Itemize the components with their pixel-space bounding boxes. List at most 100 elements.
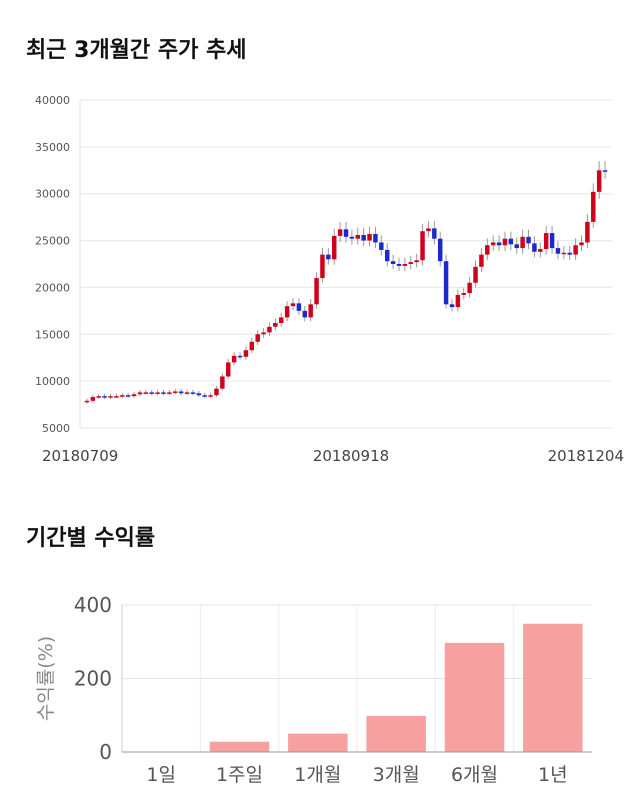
y-tick-label: 35000 [35, 141, 70, 154]
candle [396, 257, 402, 272]
candle-body [355, 234, 361, 239]
x-tick-label: 20181204 [548, 447, 624, 465]
candle-body [426, 228, 431, 232]
candle [579, 235, 584, 251]
candle-body [90, 397, 96, 401]
candle [361, 227, 366, 247]
candle [308, 299, 313, 322]
candle [284, 301, 290, 322]
candle-body [396, 264, 402, 266]
y-axis-label: 수익률(%) [35, 636, 57, 721]
candle-body [508, 238, 514, 245]
candle-body [243, 350, 249, 357]
candle-body [137, 392, 143, 395]
candle [585, 214, 590, 249]
candle-body [567, 252, 572, 255]
candle-body [149, 392, 154, 394]
candle [520, 229, 525, 254]
candle [573, 238, 578, 261]
candle [290, 298, 296, 311]
candle-body [467, 282, 472, 294]
candle-body [314, 278, 319, 305]
candle [173, 388, 178, 395]
candle [155, 389, 160, 396]
candle-body [125, 395, 131, 397]
candle-body [237, 355, 243, 358]
x-tick-label: 1년 [538, 764, 568, 786]
candle [202, 392, 207, 399]
candle [131, 391, 137, 399]
candle-body [538, 249, 543, 252]
period-return-title: 기간별 수익률 [26, 526, 156, 551]
candle [273, 318, 278, 331]
candle [143, 389, 149, 395]
candle [278, 312, 284, 327]
candle [538, 242, 543, 258]
bars [209, 623, 583, 752]
candle-body [96, 396, 101, 398]
return-bar [288, 733, 348, 752]
candle-body [108, 396, 113, 398]
candle-body [84, 400, 90, 403]
candle-body [143, 392, 149, 394]
candlestick-chart: 40000 35000 30000 25000 20000 15000 10000 5000 2… [35, 94, 624, 465]
candle-body [214, 388, 219, 396]
x-tick-label: 20180918 [313, 447, 389, 465]
candle-body [432, 228, 437, 239]
candle [196, 390, 202, 398]
candle-body [114, 396, 119, 398]
candle-body [167, 392, 172, 394]
candle [402, 257, 408, 272]
candle [137, 389, 143, 397]
candles [84, 161, 608, 404]
candle [267, 322, 272, 336]
candle-body [196, 393, 202, 396]
y-tick-label: 200 [74, 667, 112, 691]
candle [461, 287, 466, 300]
x-tick-label: 3개월 [373, 764, 420, 786]
candle-body [596, 170, 602, 192]
candle [355, 227, 361, 245]
y-tick-label: 20000 [35, 281, 70, 294]
return-bar [523, 623, 583, 752]
candle [437, 231, 443, 267]
candle-body [555, 248, 561, 254]
candle-body [520, 236, 525, 249]
candle [125, 392, 131, 399]
y-tick-label: 10000 [35, 375, 70, 388]
candle [84, 398, 90, 404]
candle [373, 226, 378, 249]
candle-body [485, 245, 490, 255]
candle [314, 272, 319, 309]
candle [114, 393, 119, 399]
candle-body [308, 304, 313, 318]
candle-body [561, 252, 567, 255]
candle [502, 231, 508, 251]
candle [490, 235, 496, 251]
candle [120, 392, 125, 399]
candle-body [267, 326, 272, 333]
candle-body [273, 323, 278, 327]
candle [514, 237, 519, 254]
candle-body [408, 262, 414, 264]
candle [455, 289, 461, 312]
candle [426, 220, 431, 238]
candle-body [296, 303, 302, 311]
candle-body [249, 341, 255, 351]
candle [149, 389, 154, 396]
candle-body [255, 334, 260, 342]
candle-body [161, 392, 166, 394]
candle-body [449, 304, 455, 308]
candle [432, 220, 437, 245]
candle [496, 235, 502, 251]
candle [561, 246, 567, 260]
stock-trend-title: 최근 3개월간 주가 추세 [26, 38, 247, 63]
candle-body [496, 242, 502, 246]
candle-body [220, 376, 225, 389]
candle [408, 255, 414, 270]
candle-body [514, 244, 519, 249]
candle [90, 394, 96, 403]
x-tick-label: 20180709 [42, 447, 118, 465]
candle-body [202, 395, 207, 397]
candle-body [231, 355, 237, 363]
